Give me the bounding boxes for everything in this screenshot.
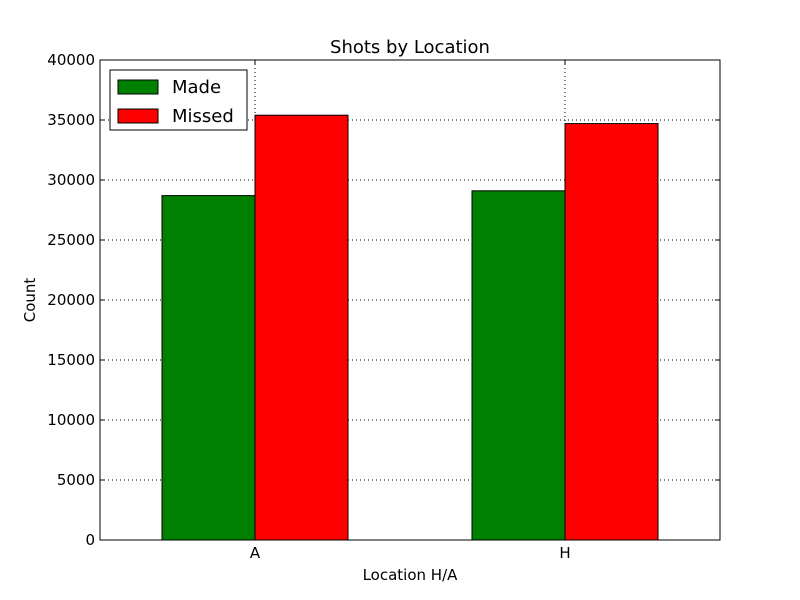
y-axis-label: Count <box>21 278 39 323</box>
bar-made-h <box>471 190 566 541</box>
bar-missed-a <box>254 114 349 541</box>
ticks: 0 5000 10000 15000 20000 25000 30000 35000 40000… <box>47 51 720 562</box>
y-tick-label: 20000 <box>47 291 95 309</box>
x-tick-label: H <box>559 544 570 562</box>
x-axis-label: Location H/A <box>363 566 459 584</box>
legend-label-made: Made <box>172 77 221 98</box>
x-tick-label: A <box>250 544 261 562</box>
y-tick-label: 30000 <box>47 171 95 189</box>
bars <box>161 114 659 541</box>
legend-label-missed: Missed <box>172 106 234 127</box>
y-tick-label: 10000 <box>47 411 95 429</box>
legend-swatch-made <box>117 79 159 95</box>
y-tick-label: 35000 <box>47 111 95 129</box>
legend-swatch-missed <box>117 108 159 124</box>
bar-made-a <box>161 195 256 541</box>
y-tick-label: 0 <box>85 531 95 549</box>
chart-title: Shots by Location <box>330 37 490 58</box>
bar-missed-h <box>564 123 659 541</box>
y-tick-label: 15000 <box>47 351 95 369</box>
y-tick-label: 40000 <box>47 51 95 69</box>
y-tick-label: 25000 <box>47 231 95 249</box>
legend: Made Missed <box>109 69 248 131</box>
y-tick-label: 5000 <box>57 471 95 489</box>
